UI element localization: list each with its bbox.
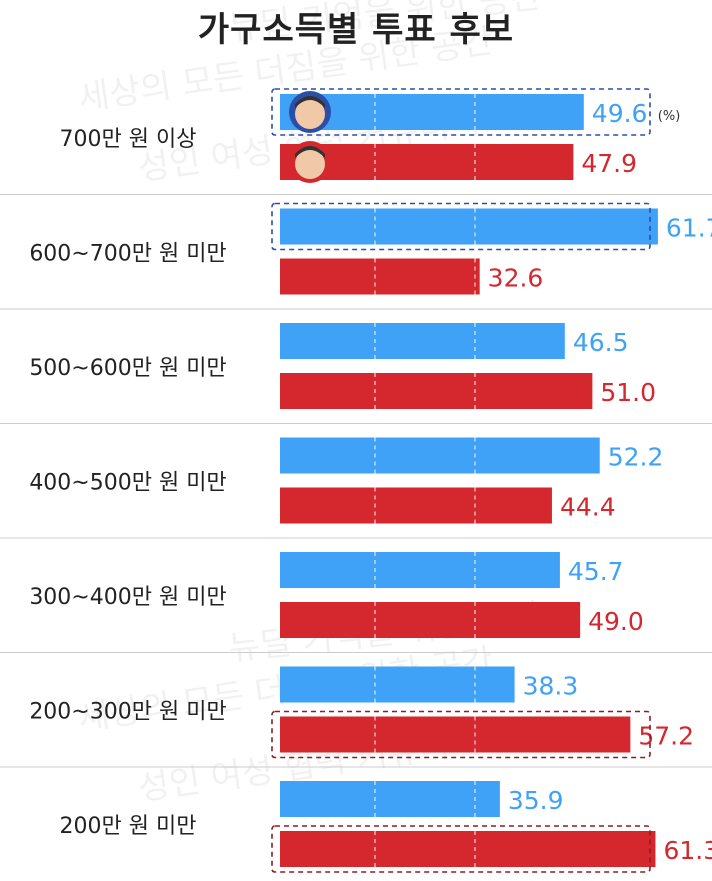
bar-candidate-red: [280, 602, 581, 638]
bar-candidate-blue: [280, 781, 500, 817]
value-label: 57.2: [638, 722, 694, 751]
value-label: 45.7: [568, 557, 624, 586]
candidate-avatar-face: [295, 149, 325, 179]
highlight-box: [271, 710, 651, 759]
bar-candidate-red: [280, 831, 656, 867]
value-label: 38.3: [523, 672, 579, 701]
category-label: 200만 원 미만: [60, 814, 197, 839]
highlight-box: [271, 825, 651, 873]
bar-candidate-red: [280, 373, 593, 409]
value-label: 52.2: [608, 443, 664, 472]
value-label: 61.3: [663, 836, 712, 865]
candidate-avatar-hair: [295, 96, 325, 108]
bar-candidate-blue: [280, 552, 560, 588]
category-label: 700만 원 이상: [60, 127, 197, 152]
value-label: 49.0: [588, 607, 644, 636]
candidate-avatar-face: [295, 99, 325, 129]
chart-title: 가구소득별 투표 후보: [197, 10, 515, 50]
bar-candidate-blue: [280, 666, 515, 703]
value-label: 44.4: [560, 493, 616, 522]
value-label: 61.7: [666, 214, 712, 243]
value-label: 46.5: [573, 328, 629, 357]
candidate-avatar-hair: [295, 146, 325, 158]
value-label: 35.9: [508, 786, 564, 815]
value-label: 51.0: [600, 378, 656, 407]
value-label: 32.6: [488, 264, 544, 293]
bar-candidate-blue: [280, 437, 600, 474]
bar-candidate-blue: [280, 208, 658, 245]
highlight-box: [271, 202, 651, 251]
highlight-box: [271, 88, 651, 136]
value-label: 47.9: [581, 149, 637, 178]
category-label: 200~300만 원 미만: [29, 700, 226, 725]
unit-label: (%): [658, 109, 681, 124]
bar-candidate-red: [280, 487, 552, 524]
category-label: 300~400만 원 미만: [29, 585, 226, 610]
category-label: 400~500만 원 미만: [29, 471, 226, 496]
bar-candidate-red: [280, 258, 480, 295]
bar-candidate-blue: [280, 323, 565, 359]
value-label: 49.6: [592, 99, 648, 128]
bar-candidate-red: [280, 716, 631, 753]
category-label: 500~600만 원 미만: [29, 356, 226, 381]
category-label: 600~700만 원 미만: [29, 242, 226, 267]
